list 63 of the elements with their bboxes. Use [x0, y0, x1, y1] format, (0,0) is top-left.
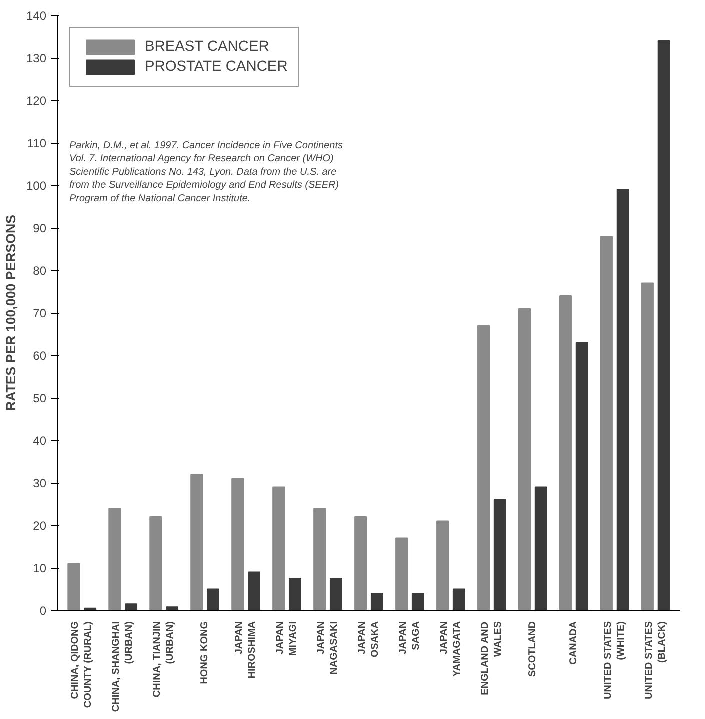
- bar: [412, 593, 424, 610]
- y-tick-label: 60: [33, 349, 47, 363]
- x-tick-label: CHINA, TIANJIN (URBAN): [152, 621, 176, 698]
- bar: [494, 500, 506, 610]
- x-tick-label: JAPAN YAMAGATA: [438, 621, 464, 677]
- x-tick-label: UNITED STATES (BLACK): [644, 621, 668, 700]
- x-tick-label: JAPAN OSAKA: [356, 621, 382, 658]
- bar: [166, 606, 178, 610]
- x-tick-label: HONG KONG: [200, 621, 211, 684]
- x-tick-label: JAPAN HIROSHIMA: [234, 621, 258, 679]
- bar: [641, 282, 654, 610]
- y-tick-label: 50: [33, 392, 47, 406]
- bar: [125, 604, 138, 610]
- x-tick-label: JAPAN NAGASAKI: [316, 621, 340, 675]
- bar: [478, 325, 490, 610]
- annotation: Parkin, D.M., et al. 1997. Cancer Incidence in Five Continents Vol. 7. International Agency for Research on Cancer (WHO) Scientific Publications No. 143, Lyon. Data from the U.S. are from the Surveillance Epidemiology and End Results (SEER) Program of the National Cancer Institute.: [70, 140, 343, 204]
- y-tick-label: 90: [33, 222, 47, 236]
- x-tick-label: JAPAN SAGA: [398, 621, 422, 655]
- x-tick-label: CANADA: [568, 621, 580, 665]
- bar: [560, 296, 572, 610]
- bar: [190, 474, 204, 610]
- bar: [616, 189, 630, 610]
- bar: [576, 342, 588, 610]
- bar: [272, 486, 286, 610]
- bar: [658, 40, 670, 610]
- y-tick-label: 130: [26, 52, 47, 66]
- y-tick-label: 110: [27, 136, 47, 150]
- bar: [150, 516, 162, 610]
- legend-label: BREAST CANCER: [145, 39, 270, 55]
- x-tick-label: ENGLAND AND WALES: [480, 621, 504, 696]
- x-tick-label: UNITED STATES (WHITE): [602, 621, 628, 700]
- y-tick-label: 30: [33, 476, 47, 490]
- y-tick-label: 120: [26, 94, 47, 108]
- bar: [288, 578, 302, 610]
- bar: [248, 572, 260, 610]
- bar: [452, 588, 466, 610]
- y-tick-label: 140: [26, 9, 47, 23]
- bar: [600, 236, 613, 610]
- x-tick-label: SCOTLAND: [527, 621, 538, 678]
- y-tick-label: 10: [33, 562, 47, 576]
- y-tick-label: 40: [33, 434, 47, 448]
- bar: [232, 478, 244, 610]
- x-tick-label: CHINA, SHANGHAI (URBAN): [110, 621, 136, 712]
- legend-label: PROSTATE CANCER: [145, 59, 288, 75]
- bar: [108, 508, 122, 610]
- y-axis-title: RATES PER 100,000 PERSONS: [3, 214, 18, 412]
- x-tick-label: JAPAN MIYAGI: [274, 621, 300, 656]
- bar: [68, 563, 80, 610]
- y-tick-label: 0: [40, 604, 47, 618]
- bar: [314, 508, 326, 610]
- y-tick-label: 80: [33, 264, 47, 278]
- bar: [534, 486, 548, 610]
- bar: [396, 538, 408, 610]
- y-tick-label: 70: [33, 306, 47, 320]
- y-tick-label: 100: [26, 179, 47, 193]
- x-tick-label: CHINA, QIDONG COUNTY (RURAL): [70, 621, 94, 708]
- y-tick-label: 20: [33, 519, 47, 533]
- bar: [370, 593, 384, 610]
- bar: [207, 588, 220, 610]
- bar: [436, 520, 450, 610]
- bar: [330, 578, 342, 610]
- bar: [354, 516, 368, 610]
- bar: [518, 308, 531, 610]
